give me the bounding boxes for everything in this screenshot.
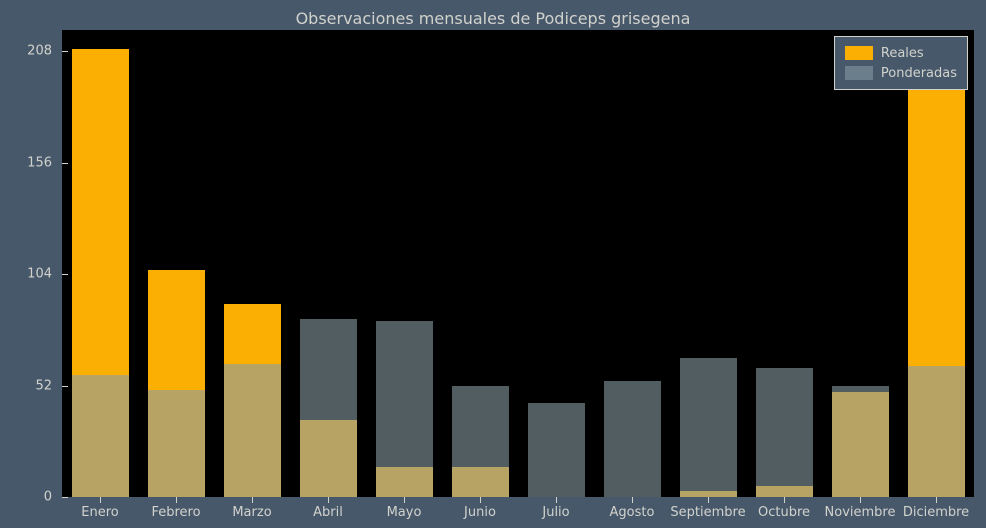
xtick-mark (252, 497, 253, 503)
bar-ponderadas (680, 358, 737, 497)
xtick-label: Mayo (387, 505, 422, 520)
legend: Reales Ponderadas (834, 36, 968, 90)
legend-label-ponderadas: Ponderadas (881, 66, 957, 81)
xtick-mark (100, 497, 101, 503)
bar-ponderadas (908, 366, 965, 497)
xtick-label: Enero (81, 505, 118, 520)
xtick-mark (480, 497, 481, 503)
ytick-label: 0 (0, 490, 52, 505)
xtick-mark (708, 497, 709, 503)
xtick-label: Febrero (151, 505, 200, 520)
ytick-label: 156 (0, 155, 52, 170)
legend-label-reales: Reales (881, 46, 924, 61)
ytick-mark (62, 51, 68, 52)
bar-ponderadas (148, 390, 205, 497)
xtick-label: Noviembre (825, 505, 896, 520)
ytick-label: 52 (0, 378, 52, 393)
legend-swatch-ponderadas (845, 66, 873, 80)
xtick-label: Julio (542, 505, 569, 520)
xtick-mark (632, 497, 633, 503)
xtick-label: Agosto (610, 505, 655, 520)
legend-item-ponderadas: Ponderadas (845, 63, 957, 83)
bar-ponderadas (224, 364, 281, 497)
xtick-mark (176, 497, 177, 503)
bar-ponderadas (300, 319, 357, 497)
xtick-mark (860, 497, 861, 503)
ytick-mark (62, 497, 68, 498)
xtick-label: Octubre (758, 505, 810, 520)
bar-ponderadas (756, 368, 813, 497)
xtick-mark (328, 497, 329, 503)
ytick-mark (62, 386, 68, 387)
xtick-mark (936, 497, 937, 503)
bar-ponderadas (72, 375, 129, 497)
xtick-mark (784, 497, 785, 503)
xtick-label: Diciembre (903, 505, 969, 520)
bar-ponderadas (376, 321, 433, 497)
ytick-mark (62, 163, 68, 164)
ytick-mark (62, 274, 68, 275)
legend-item-reales: Reales (845, 43, 957, 63)
bar-ponderadas (452, 386, 509, 497)
xtick-label: Junio (464, 505, 496, 520)
xtick-label: Septiembre (670, 505, 745, 520)
xtick-label: Marzo (232, 505, 271, 520)
bar-ponderadas (604, 381, 661, 497)
ytick-label: 208 (0, 44, 52, 59)
bar-ponderadas (528, 403, 585, 497)
legend-swatch-reales (845, 46, 873, 60)
xtick-mark (404, 497, 405, 503)
xtick-mark (556, 497, 557, 503)
plot-area (62, 30, 974, 497)
figure: Observaciones mensuales de Podiceps gris… (0, 0, 986, 528)
xtick-label: Abril (313, 505, 343, 520)
ytick-label: 104 (0, 267, 52, 282)
chart-title: Observaciones mensuales de Podiceps gris… (0, 9, 986, 28)
bar-ponderadas (832, 386, 889, 497)
